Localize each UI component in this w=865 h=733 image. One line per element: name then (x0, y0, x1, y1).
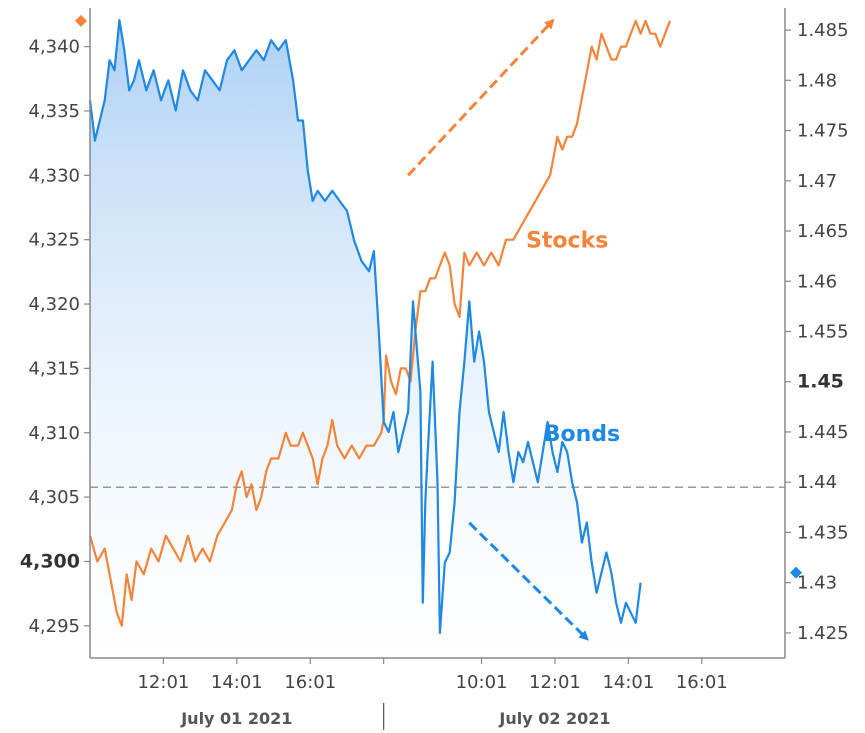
x-axis: 12:01 14:01 16:01 10:01 12:01 14:01 16:01 July … (137, 658, 728, 730)
bonds-series-line (88, 19, 642, 634)
plot-frame (89, 8, 786, 659)
right-axis: 1.485 1.48 1.475 1.47 1.465 1.46 1.455 1.45 1.44… (785, 20, 849, 644)
left-tick-label: 4,315 (28, 358, 80, 379)
left-tick-label: 4,340 (28, 37, 80, 58)
left-tick-label: 4,310 (28, 423, 80, 444)
date-label: July 02 2021 (498, 709, 610, 728)
left-tick-label: 4,325 (28, 230, 80, 251)
x-tick-label: 16:01 (284, 672, 336, 693)
left-axis: 4,340 4,335 4,330 4,325 4,320 4,315 4,310 4,305… (20, 14, 90, 637)
left-tick-label: 4,305 (28, 487, 80, 508)
right-tick-label: 1.445 (797, 422, 849, 443)
date-label: July 01 2021 (180, 709, 292, 728)
right-tick-label: 1.425 (797, 623, 849, 644)
bonds-current-marker (790, 566, 802, 579)
right-tick-label: 1.45 (797, 371, 844, 393)
x-tick-label: 12:01 (137, 672, 189, 693)
right-tick-label: 1.47 (797, 171, 837, 192)
stocks-series-line (88, 19, 672, 627)
right-tick-label: 1.48 (797, 70, 837, 91)
annotations: Stocks Bonds (407, 18, 620, 641)
x-tick-label: 16:01 (676, 672, 728, 693)
x-tick-label: 14:01 (602, 672, 654, 693)
left-tick-label: 4,320 (28, 294, 80, 315)
x-tick-label: 14:01 (211, 672, 263, 693)
right-tick-label: 1.43 (797, 573, 837, 594)
bonds-area-fill (90, 20, 641, 659)
x-tick-label: 12:01 (529, 672, 581, 693)
stocks-current-marker (75, 14, 87, 27)
x-tick-label: 10:01 (456, 672, 508, 693)
right-tick-label: 1.455 (797, 321, 849, 342)
right-tick-label: 1.44 (797, 472, 837, 493)
left-tick-label: 4,295 (28, 616, 80, 637)
left-tick-label: 4,335 (28, 101, 80, 122)
right-tick-label: 1.465 (797, 221, 849, 242)
right-tick-label: 1.475 (797, 121, 849, 142)
bonds-trend-arrow (468, 521, 589, 641)
left-tick-label: 4,330 (28, 165, 80, 186)
left-tick-label: 4,300 (20, 550, 80, 572)
right-tick-label: 1.485 (797, 20, 849, 41)
plot-area (88, 19, 785, 659)
stocks-label: Stocks (526, 229, 608, 254)
stocks-trend-arrow (407, 18, 555, 177)
right-tick-label: 1.46 (797, 271, 837, 292)
bonds-label: Bonds (544, 422, 620, 447)
right-tick-label: 1.435 (797, 522, 849, 543)
